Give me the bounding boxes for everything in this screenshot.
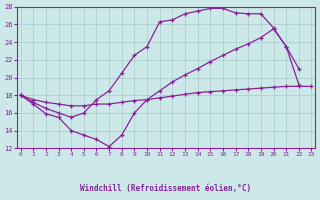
X-axis label: Windchill (Refroidissement éolien,°C): Windchill (Refroidissement éolien,°C) — [80, 184, 252, 193]
